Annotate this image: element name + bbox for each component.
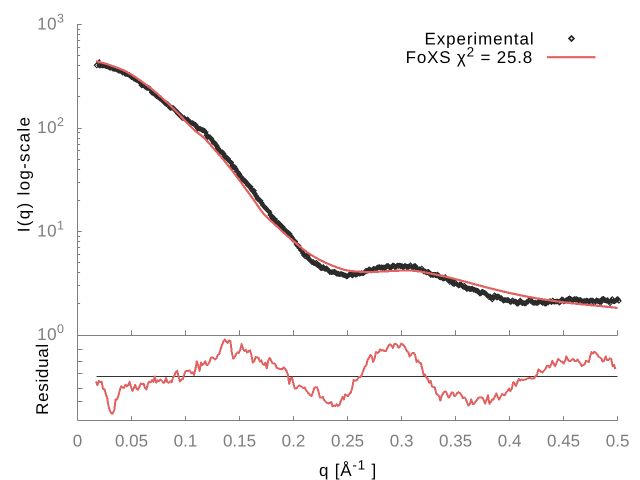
svg-text:0.1: 0.1 <box>174 432 198 451</box>
svg-text:0.2: 0.2 <box>282 432 306 451</box>
svg-text:FoXS χ2 = 25.8: FoXS χ2 = 25.8 <box>406 45 533 67</box>
svg-text:0.4: 0.4 <box>498 432 522 451</box>
svg-text:0.5: 0.5 <box>606 432 630 451</box>
svg-text:0.15: 0.15 <box>223 432 256 451</box>
svg-text:0.05: 0.05 <box>115 432 148 451</box>
svg-text:0.25: 0.25 <box>331 432 364 451</box>
svg-text:0.35: 0.35 <box>439 432 472 451</box>
svg-text:I(q) log-scale: I(q) log-scale <box>15 116 34 232</box>
svg-text:Residual: Residual <box>33 343 52 415</box>
svg-text:0.45: 0.45 <box>547 432 580 451</box>
svg-text:q [Å-1 ]: q [Å-1 ] <box>319 458 377 480</box>
svg-text:Experimental: Experimental <box>424 30 534 49</box>
svg-text:0: 0 <box>73 432 82 451</box>
svg-text:0.3: 0.3 <box>390 432 414 451</box>
